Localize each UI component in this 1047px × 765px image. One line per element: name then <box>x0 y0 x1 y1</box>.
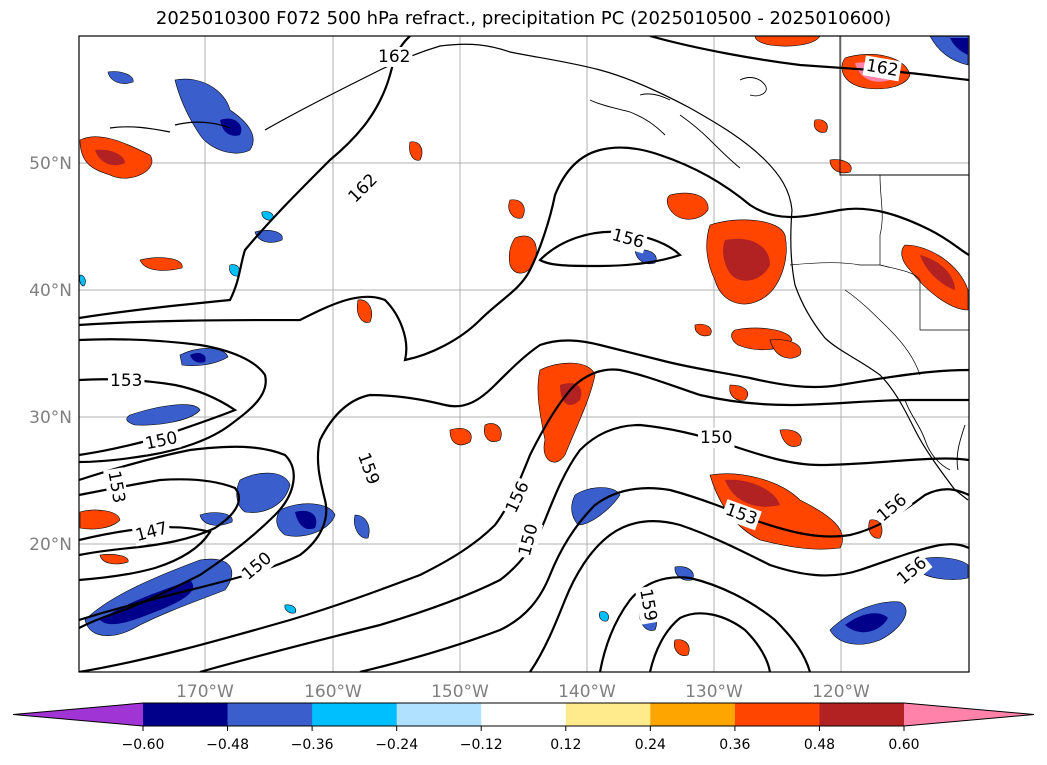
contour-label-halo <box>103 467 130 507</box>
contour-label-halo <box>236 547 278 586</box>
contour-label-halo <box>352 448 384 490</box>
contour-label-halo <box>607 224 649 254</box>
colorbar-segment <box>481 703 567 726</box>
colorbar-tick-label: −0.60 <box>122 737 165 753</box>
colorbar-segment <box>819 703 905 726</box>
lat-label: 30°N <box>29 408 72 428</box>
contour-label: 150 <box>700 428 732 448</box>
colorbar-tick-label: 0.12 <box>550 737 581 753</box>
contour-label-halo <box>108 371 145 391</box>
colorbar-segment <box>734 703 820 726</box>
lon-label: 130°W <box>685 682 743 702</box>
longitude-labels: 170°W 160°W 150°W 140°W 130°W 120°W <box>176 682 870 702</box>
contour-label-halo <box>871 488 913 528</box>
latitude-labels: 50°N 40°N 30°N 20°N <box>29 154 72 555</box>
contour-label-halo <box>343 168 384 209</box>
colorbar-tick-label: 0.60 <box>888 737 919 753</box>
contour-label-halo <box>376 47 413 67</box>
colorbar-tick-label: −0.48 <box>206 737 249 753</box>
map-frame <box>78 35 970 673</box>
colorbar-extend-min <box>13 703 143 726</box>
lat-label: 20°N <box>29 535 72 555</box>
contour-label: 162 <box>378 47 410 67</box>
coastlines <box>109 36 969 501</box>
lon-label: 120°W <box>812 682 870 702</box>
lat-label: 40°N <box>29 281 72 301</box>
map-title: 2025010300 F072 500 hPa refract., precip… <box>155 8 892 29</box>
colorbar-segment <box>312 703 398 726</box>
contour-label-halo <box>634 585 661 625</box>
precip-negative-areas <box>79 36 969 645</box>
lat-label: 50°N <box>29 154 72 174</box>
contour-label-halo <box>720 499 762 531</box>
refractivity-contours <box>79 36 969 672</box>
colorbar-segment <box>396 703 482 726</box>
contour-label-halo <box>501 476 535 519</box>
colorbar-tick-label: 0.48 <box>804 737 835 753</box>
colorbar-tick-label: −0.24 <box>375 737 418 753</box>
colorbar-tick-label: 0.24 <box>635 737 666 753</box>
contour-label-halo <box>891 551 933 591</box>
lon-label: 170°W <box>176 682 234 702</box>
contour-label-halo <box>141 427 182 455</box>
contour-label-halo <box>514 519 544 561</box>
contour-label-halo <box>862 55 902 82</box>
lon-label: 160°W <box>304 682 362 702</box>
contour-label-halo <box>131 517 172 547</box>
contour-label: 153 <box>110 371 142 391</box>
colorbar-segment <box>143 703 229 726</box>
lon-label: 140°W <box>558 682 616 702</box>
colorbar-segment <box>650 703 736 726</box>
colorbar-segment <box>227 703 313 726</box>
colorbar-extend-max <box>904 703 1034 726</box>
lon-label: 150°W <box>431 682 489 702</box>
colorbar-tick-label: 0.36 <box>719 737 750 753</box>
colorbar-segment <box>565 703 651 726</box>
colorbar-tick-label: −0.36 <box>291 737 334 753</box>
contour-label-halo <box>698 428 735 448</box>
colorbar: −0.60 −0.48 −0.36 −0.24 −0.12 0.12 0.24 0.36 0.4… <box>12 702 1035 753</box>
colorbar-tick-label: −0.12 <box>460 737 503 753</box>
precip-positive-areas <box>79 36 969 656</box>
